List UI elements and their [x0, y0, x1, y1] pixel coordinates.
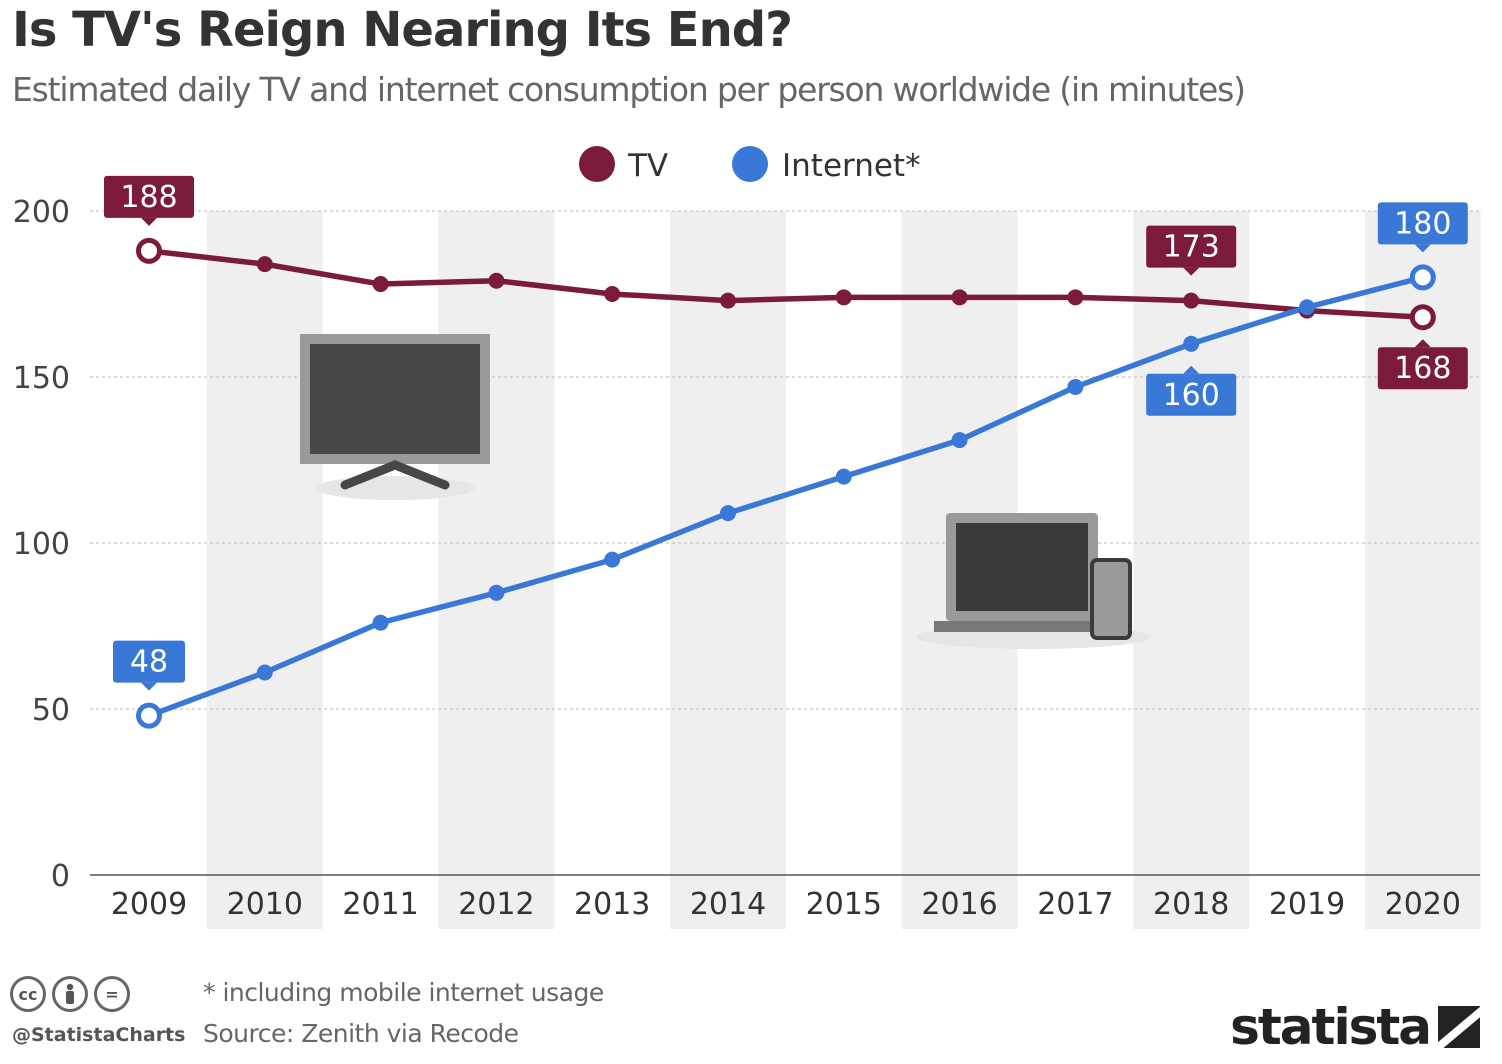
series-lines	[148, 248, 1424, 719]
data-point	[1409, 304, 1436, 331]
series-line-internet	[148, 274, 1424, 719]
data-label-box	[1146, 225, 1237, 268]
data-label-text: 168	[1394, 351, 1451, 386]
x-tick-label: 2010	[227, 887, 303, 922]
data-label-pointer	[141, 682, 157, 691]
brand: statista	[1230, 998, 1480, 1056]
x-band	[206, 211, 323, 929]
data-label: 168	[1377, 339, 1468, 390]
data-label-box	[1377, 347, 1468, 390]
x-tick-label: 2020	[1385, 887, 1461, 922]
cc-icon: cc	[10, 976, 46, 1012]
data-point	[488, 584, 505, 601]
data-point	[951, 289, 968, 306]
data-point	[1067, 378, 1084, 395]
data-point	[372, 276, 389, 293]
legend-internet-label: Internet*	[782, 148, 921, 184]
legend-tv-marker	[579, 146, 615, 182]
chart-title: Is TV's Reign Nearing Its End?	[12, 2, 793, 58]
data-label-text: 188	[120, 180, 177, 215]
x-tick-label: 2016	[921, 887, 997, 922]
data-point	[256, 664, 273, 681]
data-label: 173	[1146, 225, 1237, 276]
legend: TV Internet*	[579, 146, 921, 184]
data-point	[720, 505, 736, 522]
alternating-bands	[206, 211, 1481, 929]
series-points	[136, 237, 1436, 729]
data-point	[835, 289, 852, 306]
data-labels: 188 173 168 48 160 180	[104, 175, 1468, 691]
y-tick-label: 200	[13, 195, 70, 230]
chart-subtitle: Estimated daily TV and internet consumpt…	[12, 70, 1246, 109]
data-label-text: 173	[1163, 230, 1220, 265]
y-tick-label: 0	[51, 859, 70, 894]
x-band	[438, 211, 555, 929]
x-tick-label: 2015	[806, 887, 882, 922]
x-band	[670, 211, 786, 929]
data-point	[488, 272, 505, 289]
social-handle: @StatistaCharts	[12, 1024, 186, 1046]
data-point	[604, 286, 621, 302]
data-label: 188	[104, 175, 194, 226]
axes: 0 50 100 150 200 2009 2010 2011 2012 2013 2014 2015…	[13, 195, 1480, 922]
data-label-box	[113, 640, 185, 683]
data-label-box	[1377, 202, 1468, 245]
data-label: 180	[1377, 202, 1468, 253]
data-point	[720, 292, 736, 309]
legend-internet-marker	[732, 146, 768, 182]
x-band	[1133, 211, 1250, 929]
data-label-pointer	[1414, 244, 1431, 253]
x-band	[1364, 211, 1481, 929]
data-point	[1183, 292, 1200, 309]
data-point	[1067, 289, 1084, 306]
no-derivatives-icon: =	[94, 976, 130, 1012]
footnote: * including mobile internet usage	[203, 978, 604, 1007]
x-tick-label: 2014	[690, 887, 766, 922]
data-point	[1299, 299, 1315, 316]
statista-logo-icon	[1438, 1006, 1480, 1048]
source-note: Source: Zenith via Recode	[203, 1019, 519, 1048]
data-label: 160	[1146, 365, 1237, 416]
data-label-pointer	[141, 217, 157, 226]
y-gridlines	[90, 210, 1480, 710]
license-icons: cc =	[10, 976, 130, 1012]
y-tick-label: 150	[13, 361, 70, 396]
data-point	[1409, 264, 1436, 291]
data-point	[136, 237, 162, 264]
x-tick-label: 2017	[1037, 887, 1113, 922]
attribution-icon	[52, 976, 88, 1012]
data-point	[136, 702, 162, 729]
legend-tv-label: TV	[627, 148, 668, 184]
data-label: 48	[113, 640, 185, 691]
data-label-pointer	[1183, 267, 1200, 276]
tv-icon	[300, 334, 490, 500]
x-tick-label: 2019	[1269, 887, 1345, 922]
data-label-text: 160	[1163, 378, 1220, 413]
data-label-pointer	[1414, 339, 1431, 348]
data-label-text: 48	[130, 645, 168, 680]
series-line-tv	[148, 248, 1423, 320]
data-point	[1183, 335, 1200, 352]
brand-name: statista	[1230, 998, 1432, 1056]
x-tick-label: 2009	[111, 887, 187, 922]
y-tick-label: 100	[13, 527, 70, 562]
data-point	[604, 551, 621, 568]
y-tick-label: 50	[32, 693, 70, 728]
data-point	[256, 256, 273, 273]
data-point	[835, 468, 852, 485]
x-tick-label: 2018	[1153, 887, 1229, 922]
data-label-text: 180	[1394, 206, 1451, 241]
x-tick-label: 2011	[342, 887, 418, 922]
laptop-phone-icon	[916, 513, 1150, 649]
data-point	[372, 614, 389, 631]
data-label-box	[1146, 373, 1237, 416]
x-tick-label: 2013	[574, 887, 650, 922]
data-point	[951, 432, 968, 449]
data-label-pointer	[1183, 365, 1200, 374]
data-label-box	[104, 175, 194, 218]
x-tick-label: 2012	[458, 887, 534, 922]
